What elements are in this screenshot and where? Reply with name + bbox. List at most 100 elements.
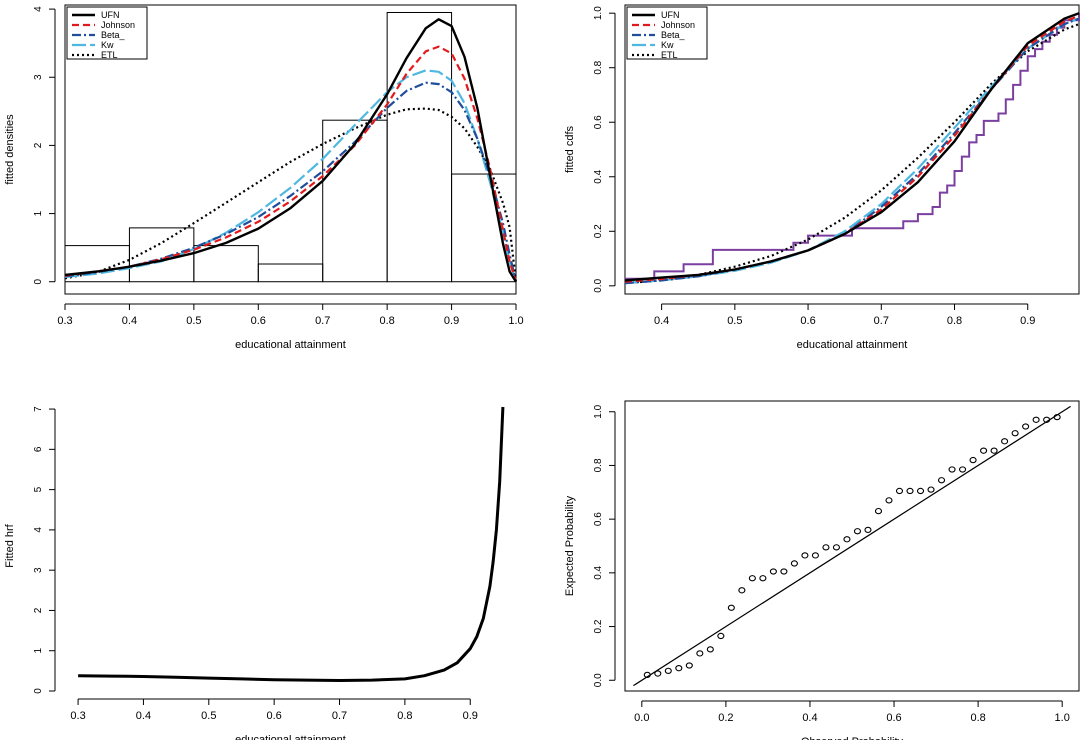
y-tick-label: 0	[33, 279, 44, 285]
x-tick-label: 0.5	[727, 315, 742, 327]
x-tick-label: 0.4	[122, 315, 137, 327]
legend-label: Kw	[101, 40, 114, 50]
x-tick-label: 0.5	[186, 315, 201, 327]
pp-point	[885, 497, 893, 504]
x-tick-label: 0.3	[57, 315, 72, 327]
pp-point	[832, 544, 840, 551]
x-axis-label: educational attainment	[235, 339, 346, 351]
x-tick-label: 0.4	[802, 712, 817, 724]
x-tick-label: 0.6	[267, 710, 282, 722]
y-tick-label: 2	[33, 607, 44, 613]
histogram-bar	[386, 11, 453, 283]
y-tick-label: 0.6	[593, 512, 604, 526]
pp-point	[895, 487, 904, 495]
pp-point	[706, 646, 714, 653]
empirical-cdf-step	[625, 13, 1080, 280]
pp-point	[769, 568, 777, 575]
plot-box	[64, 4, 517, 295]
cdf-curve-ufn	[624, 12, 1080, 282]
y-tick-label: 0.0	[593, 278, 604, 292]
pp-point	[927, 486, 935, 493]
x-tick-label: 0.6	[800, 315, 815, 327]
density-curve-kw	[64, 69, 518, 283]
y-axis-label: Fitted hrf	[4, 523, 16, 567]
pp-point	[916, 487, 925, 495]
x-tick-label: 0.8	[970, 712, 985, 724]
y-tick-label: 1.0	[593, 404, 604, 418]
legend-label: Beta_	[101, 30, 126, 40]
plot-box	[624, 400, 1080, 692]
pp-point	[1043, 416, 1051, 423]
y-tick-label: 1.0	[593, 6, 604, 20]
legend-label: ETL	[101, 50, 118, 60]
density-plot-panel: 0.3 0.4 0.5 0.6 0.7 0.8 0.9 1.0 0 1 2 3 4 educational…	[4, 4, 524, 351]
density-curve-johnson	[64, 45, 518, 283]
pp-point	[675, 665, 683, 672]
x-tick-label: 0.6	[886, 712, 901, 724]
y-tick-label: 0.4	[593, 565, 604, 579]
pp-point	[811, 552, 819, 559]
x-tick-label: 0.4	[654, 315, 669, 327]
x-tick-label: 1.0	[1055, 712, 1070, 724]
hrf-curve	[78, 406, 505, 682]
histogram-bar	[257, 263, 324, 283]
y-tick-label: 3	[33, 74, 44, 80]
pp-point	[1032, 416, 1040, 423]
x-tick-label: 0.7	[874, 315, 889, 327]
y-tick-label: 1	[33, 210, 44, 216]
x-tick-label: 0.6	[251, 315, 266, 327]
y-tick-label: 0.0	[593, 673, 604, 687]
y-tick-label: 5	[33, 486, 44, 492]
pp-point	[727, 604, 735, 611]
x-tick-label: 0.4	[136, 710, 151, 722]
pp-point	[717, 632, 725, 640]
pp-point	[980, 447, 988, 454]
y-tick-label: 7	[33, 406, 44, 412]
pp-point	[969, 456, 977, 464]
pp-point	[748, 575, 756, 582]
pp-point	[643, 671, 651, 679]
y-tick-label: 2	[33, 142, 44, 148]
y-tick-label: 0.2	[593, 224, 604, 238]
cdf-curve-beta	[624, 17, 1080, 285]
histogram-bar	[451, 173, 517, 283]
pp-point	[822, 544, 830, 551]
x-tick-label: 0.7	[315, 315, 330, 327]
y-tick-label: 0.8	[593, 458, 604, 472]
pp-point	[1022, 423, 1030, 430]
y-axis-label: fitted cdfs	[564, 125, 576, 173]
x-tick-label: 0.5	[201, 710, 216, 722]
pp-point	[937, 477, 946, 484]
pp-point	[1011, 430, 1019, 437]
x-tick-label: 0.0	[634, 712, 649, 724]
pp-point	[843, 536, 851, 543]
pp-point	[948, 466, 956, 473]
x-tick-label: 0.9	[1020, 315, 1035, 327]
pp-point	[654, 670, 662, 677]
legend-label: Johnson	[661, 20, 695, 30]
x-tick-label: 0.8	[379, 315, 394, 327]
plot-box	[624, 4, 1080, 295]
legend-label: UFN	[101, 10, 120, 20]
pp-point	[685, 662, 693, 669]
pp-point	[906, 487, 914, 495]
y-tick-label: 0.8	[593, 60, 604, 74]
y-tick-label: 0	[33, 688, 44, 694]
x-axis-label: Observed Probability	[801, 736, 904, 740]
legend-label: ETL	[661, 50, 678, 60]
legend-label: Johnson	[101, 20, 135, 30]
y-tick-label: 1	[33, 648, 44, 654]
x-tick-label: 1.0	[508, 315, 523, 327]
pp-point	[696, 650, 704, 657]
x-tick-label: 0.7	[332, 710, 347, 722]
y-tick-label: 0.6	[593, 115, 604, 129]
legend-label: UFN	[661, 10, 680, 20]
pp-point	[801, 552, 809, 559]
y-tick-label: 4	[33, 6, 44, 12]
x-tick-label: 0.3	[70, 710, 85, 722]
y-tick-label: 0.4	[593, 169, 604, 183]
legend-label: Kw	[661, 40, 674, 50]
x-axis-label: educational attainment	[235, 734, 346, 740]
x-tick-label: 0.2	[718, 712, 733, 724]
